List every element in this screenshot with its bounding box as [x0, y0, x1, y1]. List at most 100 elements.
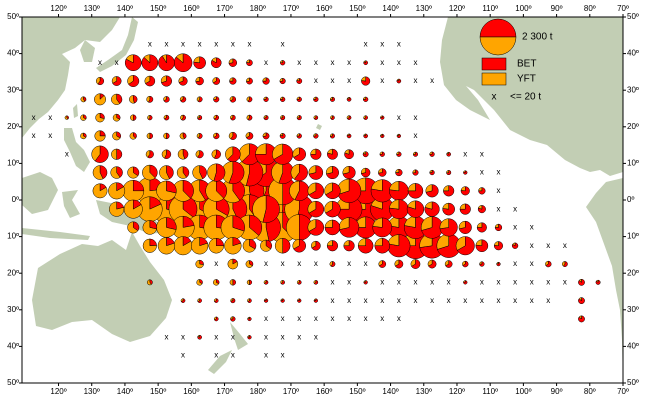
catch-pie: [479, 261, 485, 267]
yft-slice: [211, 57, 217, 64]
yft-slice: [175, 53, 184, 64]
yft-slice: [195, 76, 200, 82]
legend-low-symbol: x: [492, 92, 497, 103]
bet-slice: [197, 334, 202, 340]
catch-pie: [211, 57, 222, 69]
y-tick-label: 20º: [7, 122, 19, 131]
x-tick-label: 110º: [482, 387, 498, 396]
low-catch-marker: x: [247, 40, 251, 49]
catch-pie: [123, 199, 143, 219]
yft-slice: [109, 201, 125, 217]
legend-size-pie: [479, 36, 517, 56]
catch-pie: [92, 183, 108, 199]
catch-pie: [127, 75, 140, 87]
low-catch-marker: x: [48, 113, 52, 122]
bet-slice: [311, 240, 321, 251]
low-catch-marker: x: [513, 277, 517, 286]
yft-slice: [455, 236, 466, 251]
yft-slice: [143, 54, 151, 64]
catch-pie: [310, 148, 322, 160]
catch-pie: [403, 215, 427, 239]
bet-slice: [213, 96, 220, 103]
bet-slice: [308, 182, 325, 200]
catch-pie: [325, 166, 339, 180]
low-catch-marker: x: [297, 332, 301, 341]
yft-slice: [80, 96, 86, 103]
bet-slice: [456, 236, 475, 256]
korea: [80, 40, 95, 62]
catch-pie: [147, 115, 153, 121]
yft-slice: [330, 96, 333, 101]
yft-slice: [111, 76, 117, 84]
sulawesi: [62, 190, 80, 218]
catch-pie: [307, 182, 325, 200]
catch-pie: [245, 132, 254, 140]
catch-pie: [208, 237, 225, 254]
catch-pie: [336, 178, 362, 203]
yft-slice: [363, 133, 366, 137]
y-tick-label: 10º: [7, 232, 19, 241]
yft-slice: [407, 183, 416, 192]
low-catch-marker: x: [32, 131, 36, 140]
catch-pie: [410, 259, 421, 269]
yft-slice: [213, 316, 217, 321]
yft-slice: [296, 96, 300, 100]
catch-pie: [496, 261, 501, 267]
catch-pie: [80, 96, 87, 103]
low-catch-marker: x: [347, 314, 351, 323]
yft-slice: [230, 114, 234, 120]
yft-slice: [129, 132, 136, 140]
bet-slice: [166, 132, 170, 140]
yft-slice: [195, 150, 200, 158]
catch-pie: [308, 165, 324, 180]
catch-pie: [296, 115, 302, 121]
yft-slice: [122, 179, 145, 202]
low-catch-marker: x: [530, 277, 534, 286]
low-catch-marker: x: [413, 277, 417, 286]
low-catch-marker: x: [347, 76, 351, 85]
low-catch-marker: x: [397, 40, 401, 49]
catch-pie: [477, 205, 486, 214]
low-catch-marker: x: [264, 58, 268, 67]
yft-slice: [389, 199, 400, 210]
yft-slice: [161, 54, 167, 64]
y-tick-label: 10º: [627, 232, 639, 241]
catch-pie: [274, 237, 291, 254]
bet-slice: [273, 143, 294, 165]
yft-slice: [212, 77, 217, 84]
catch-pie: [372, 217, 393, 238]
low-catch-marker: x: [181, 351, 185, 360]
bet-slice: [343, 240, 355, 252]
yft-slice: [211, 149, 217, 159]
bet-slice: [407, 183, 424, 199]
yft-slice: [163, 114, 167, 120]
yft-slice: [311, 240, 317, 249]
yft-slice: [197, 334, 200, 338]
bet-slice: [395, 168, 403, 177]
bet-slice: [424, 201, 440, 217]
x-tick-label: 160º: [183, 387, 199, 396]
legend-label: YFT: [517, 74, 536, 85]
low-catch-marker: x: [397, 58, 401, 67]
yft-slice: [130, 114, 134, 121]
yft-slice: [444, 260, 449, 267]
yft-slice: [329, 261, 333, 267]
yft-slice: [192, 165, 204, 180]
low-catch-marker: x: [281, 332, 285, 341]
yft-slice: [327, 148, 333, 155]
bet-slice: [325, 182, 341, 200]
catch-pie: [127, 166, 140, 179]
bet-slice: [145, 75, 156, 87]
catch-pie: [122, 179, 145, 202]
catch-pie: [387, 234, 411, 258]
yft-slice: [159, 165, 170, 180]
catch-pie: [329, 96, 335, 102]
yft-slice: [142, 164, 156, 181]
y-tick-label: 10º: [627, 159, 639, 168]
yft-slice: [394, 259, 400, 267]
catch-pie: [246, 279, 253, 285]
x-tick-label: 130º: [416, 387, 432, 396]
catch-pie: [343, 240, 355, 252]
catch-pie: [196, 133, 203, 139]
